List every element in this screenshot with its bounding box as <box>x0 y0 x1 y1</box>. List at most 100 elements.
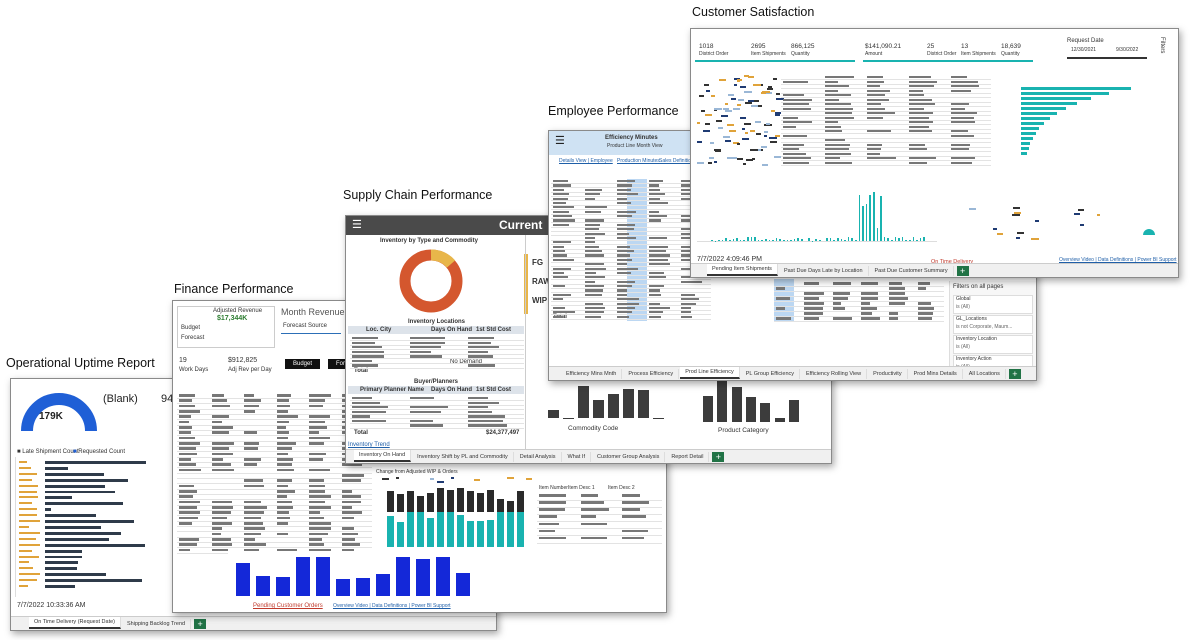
bar <box>396 521 404 547</box>
cell-text <box>622 536 645 540</box>
tab[interactable]: Past Due Days Late by Location <box>779 266 869 276</box>
mark <box>773 78 777 81</box>
cell-text <box>951 80 979 83</box>
row-line <box>551 292 711 293</box>
cell-text <box>179 500 200 504</box>
tab[interactable]: PL Group Efficiency <box>741 369 801 379</box>
row-line <box>781 92 991 93</box>
menu-icon[interactable]: ☰ <box>555 135 565 147</box>
bar <box>19 496 39 499</box>
cell-text <box>276 463 292 466</box>
row-line <box>177 493 372 495</box>
tab[interactable]: All Locations <box>964 369 1006 379</box>
bar <box>496 499 504 512</box>
tab[interactable]: Inventory Shift by PL and Commodity <box>412 452 514 462</box>
subtitle: Product Line Month View <box>607 143 663 149</box>
filter-card[interactable] <box>953 335 1033 354</box>
cell-text <box>617 180 635 183</box>
cell-text <box>539 494 566 497</box>
cell-text <box>649 236 668 240</box>
cell-text <box>553 267 572 270</box>
tab[interactable]: Process Efficiency <box>623 369 680 379</box>
add-tab[interactable]: + <box>956 266 969 276</box>
cell-text <box>951 130 969 133</box>
slider[interactable] <box>1067 57 1147 59</box>
tab[interactable]: Efficiency Rolling View <box>801 369 868 379</box>
cell-text <box>309 468 331 472</box>
mark <box>706 90 711 93</box>
spike <box>858 194 861 241</box>
tab[interactable]: Efficiency Mins Mnth <box>561 369 623 379</box>
tab[interactable]: Pending Item Shipments <box>707 264 778 276</box>
filter-card[interactable] <box>953 315 1033 334</box>
kpi-label: Item Shipments <box>751 51 786 57</box>
row-line <box>537 499 662 501</box>
bar <box>623 389 634 418</box>
cell-text <box>352 341 376 344</box>
cell-text <box>179 415 191 418</box>
mark <box>747 76 754 79</box>
cell-text <box>867 130 891 133</box>
row-line <box>551 301 711 302</box>
kpi: 94 <box>161 393 174 405</box>
bar <box>336 578 350 596</box>
bar <box>45 531 121 535</box>
cell-text <box>341 506 353 509</box>
row-line <box>350 413 524 415</box>
bar <box>1021 132 1036 135</box>
footer-link[interactable]: Pending Customer Orders <box>253 603 323 609</box>
row-line <box>551 309 711 311</box>
row-line <box>177 515 372 516</box>
link[interactable]: Inventory Trend <box>348 442 390 448</box>
cell-text <box>179 543 197 546</box>
link[interactable]: Sales Definition <box>659 158 694 164</box>
bar <box>1021 147 1029 150</box>
tab[interactable]: On Time Delivery (Request Date) <box>29 617 121 629</box>
link[interactable]: Details View | Employee <box>559 158 613 164</box>
tab[interactable]: Shipping Backlog Trend <box>122 619 192 629</box>
cell-text <box>909 80 938 83</box>
tab[interactable]: Prod Mins Details <box>909 369 963 379</box>
row-line <box>350 409 524 410</box>
cell-text <box>951 107 965 110</box>
tab[interactable]: Detail Analysis <box>515 452 562 462</box>
tab[interactable]: What If <box>563 452 591 462</box>
row-line <box>350 367 524 368</box>
add-tab[interactable]: + <box>712 452 725 462</box>
bar <box>256 576 270 596</box>
bar <box>760 403 771 422</box>
mark <box>718 127 724 130</box>
cell-text <box>553 298 563 301</box>
cell-text <box>179 495 193 498</box>
tab[interactable]: Prod Line Efficiency <box>680 367 740 379</box>
mark <box>1097 213 1101 216</box>
links[interactable]: Overview Video | Data Definitions | Powe… <box>333 603 451 609</box>
link[interactable]: Production Minutes <box>617 158 660 164</box>
cell-text <box>649 302 661 305</box>
row-line <box>177 504 372 505</box>
tab[interactable]: Inventory On Hand <box>354 450 412 462</box>
row-line <box>781 83 991 84</box>
tab[interactable]: Customer Group Analysis <box>592 452 666 462</box>
filters-toggle[interactable]: Filters <box>1159 37 1165 54</box>
mark <box>744 75 750 78</box>
tab[interactable]: Productivity <box>868 369 908 379</box>
tab[interactable]: Past Due Customer Summary <box>870 266 954 276</box>
tab[interactable]: Report Detail <box>666 452 710 462</box>
kpi-value: 18,639 <box>1001 43 1021 50</box>
add-tab[interactable]: + <box>1008 369 1021 379</box>
button[interactable]: Budget <box>285 359 321 369</box>
cell-text <box>553 219 576 222</box>
cell-text <box>825 94 851 97</box>
filter-card[interactable] <box>953 295 1033 314</box>
spike <box>909 239 911 241</box>
menu-icon[interactable]: ☰ <box>352 219 362 231</box>
bar <box>416 496 424 512</box>
cell-text <box>617 254 630 257</box>
add-tab[interactable]: + <box>194 619 207 629</box>
cell-text <box>909 76 932 79</box>
cell-text <box>244 394 255 397</box>
link[interactable]: On Time Delivery <box>931 259 974 265</box>
links[interactable]: Overview Video | Data Definitions | Powe… <box>1059 257 1177 263</box>
cell-text <box>776 287 785 290</box>
